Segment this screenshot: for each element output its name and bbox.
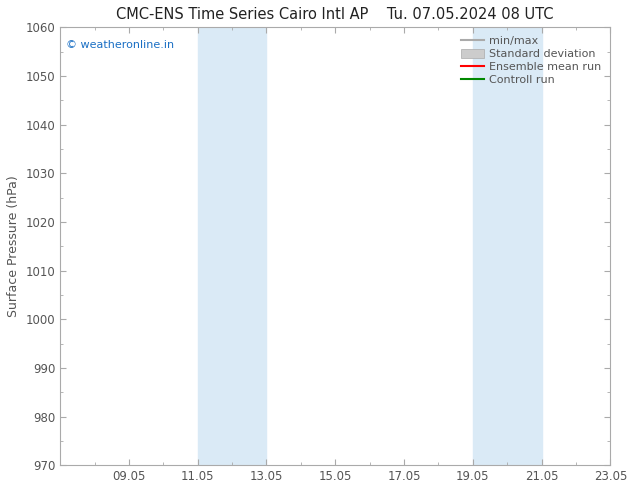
Bar [473, 27, 541, 465]
Legend: min/max, Standard deviation, Ensemble mean run, Controll run: min/max, Standard deviation, Ensemble me… [458, 33, 605, 88]
Text: © weatheronline.in: © weatheronline.in [65, 40, 174, 50]
Title: CMC-ENS Time Series Cairo Intl AP    Tu. 07.05.2024 08 UTC: CMC-ENS Time Series Cairo Intl AP Tu. 07… [117, 7, 554, 22]
Y-axis label: Surface Pressure (hPa): Surface Pressure (hPa) [7, 175, 20, 317]
Bar [198, 27, 266, 465]
